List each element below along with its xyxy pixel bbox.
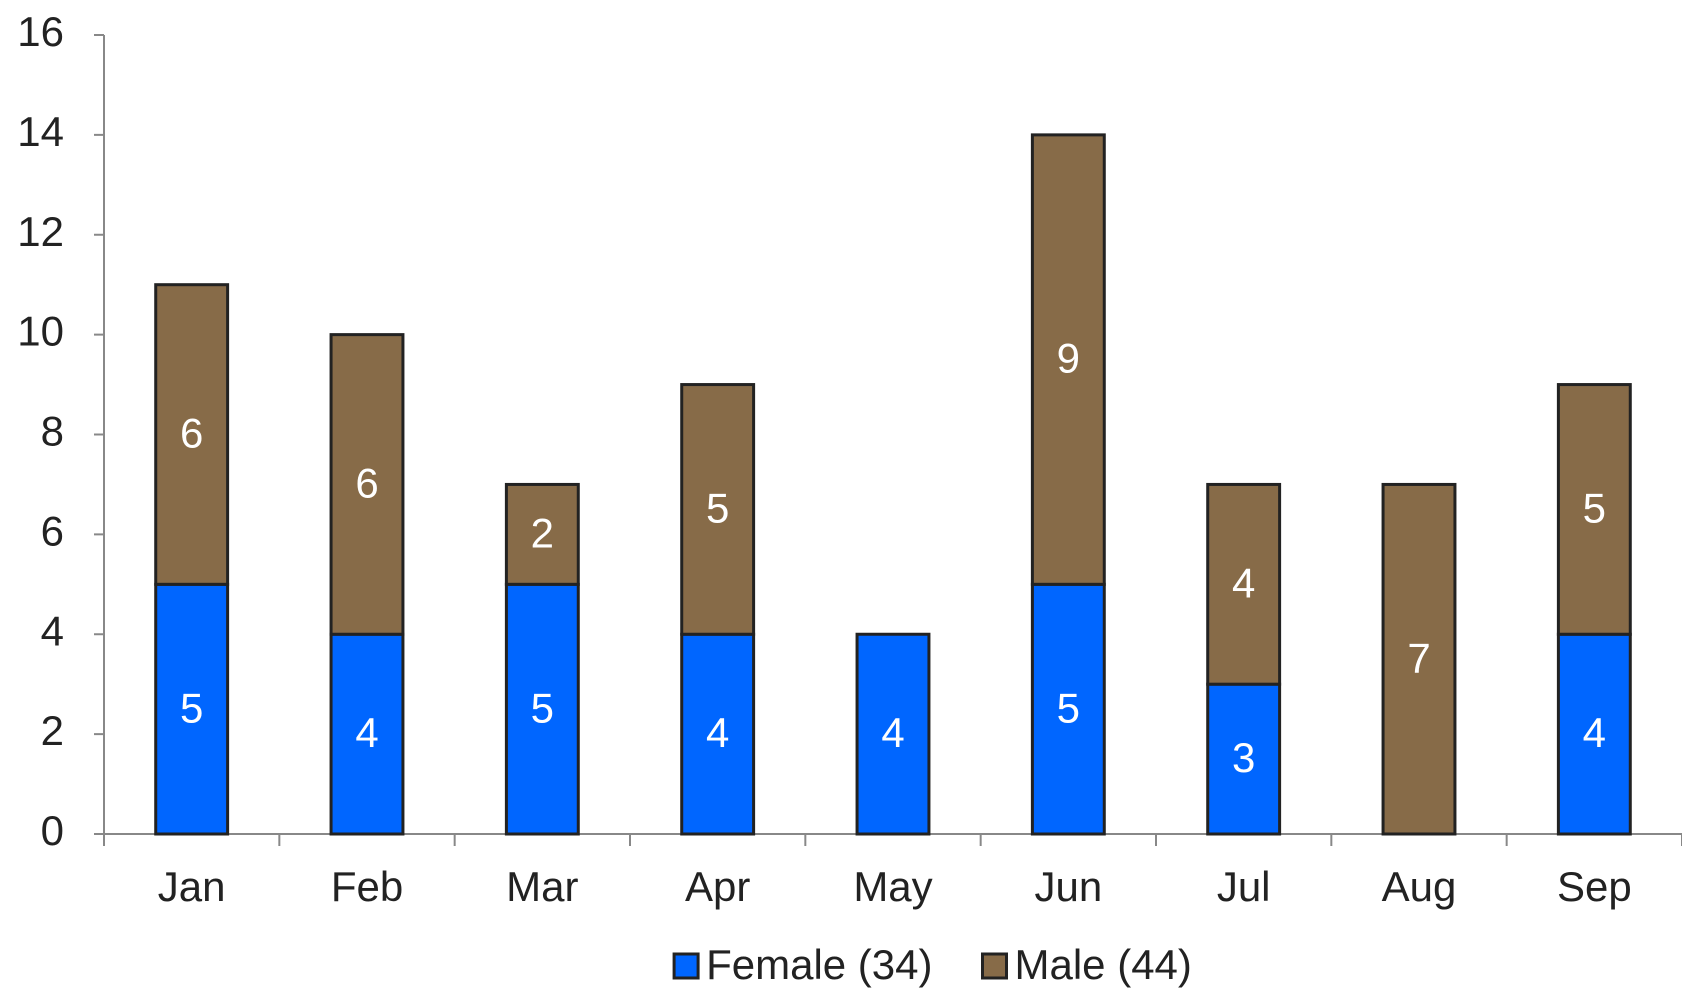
y-tick-label: 12 [17, 208, 64, 255]
data-label: 3 [1232, 734, 1255, 781]
bar-segment [680, 383, 756, 636]
x-tick-label: Aug [1382, 863, 1457, 910]
bar-segment [1381, 482, 1457, 836]
data-label: 7 [1407, 634, 1430, 681]
bar-segment [855, 632, 931, 836]
x-tick-label: Jul [1217, 863, 1271, 910]
x-tick-label: Jun [1034, 863, 1102, 910]
bar-segment [329, 632, 405, 836]
x-tick-label: May [853, 863, 932, 910]
data-label: 4 [1583, 709, 1606, 756]
data-label: 4 [881, 709, 904, 756]
y-tick-label: 6 [41, 507, 64, 554]
bar-segment [154, 582, 230, 836]
x-tick-label: Sep [1557, 863, 1632, 910]
y-tick-label: 2 [41, 707, 64, 754]
legend-label: Male (44) [1015, 941, 1192, 988]
data-label: 6 [180, 410, 203, 457]
x-tick-label: Mar [506, 863, 578, 910]
bar-segment [1206, 682, 1282, 836]
data-label: 9 [1057, 335, 1080, 382]
bar-segment [1556, 632, 1632, 836]
data-label: 5 [1057, 684, 1080, 731]
y-tick-label: 16 [17, 8, 64, 55]
y-tick-label: 10 [17, 308, 64, 355]
legend-swatch [672, 952, 700, 980]
data-label: 5 [1583, 485, 1606, 532]
data-label: 2 [531, 509, 554, 556]
data-label: 4 [1232, 559, 1255, 606]
y-tick-label: 0 [41, 807, 64, 854]
x-tick-label: Jan [158, 863, 226, 910]
legend-swatch [981, 952, 1008, 980]
data-label: 5 [180, 684, 203, 731]
x-tick-label: Apr [685, 863, 750, 910]
bar-segment [1030, 133, 1106, 586]
bar-segment [329, 333, 405, 636]
data-label: 4 [706, 709, 729, 756]
bar-segment [504, 482, 580, 586]
legend-label: Female (34) [706, 941, 932, 988]
y-tick-label: 4 [41, 607, 64, 654]
x-tick-label: Feb [331, 863, 403, 910]
bar-segment [1030, 582, 1106, 836]
data-label: 4 [355, 709, 378, 756]
data-label: 6 [355, 460, 378, 507]
y-tick-label: 8 [41, 408, 64, 455]
bar-segment [504, 582, 580, 836]
bar-segment [1556, 383, 1632, 636]
bar-segment [680, 632, 756, 836]
bar-segment [1206, 482, 1282, 686]
data-label: 5 [531, 684, 554, 731]
data-label: 5 [706, 485, 729, 532]
y-tick-label: 14 [17, 108, 64, 155]
bar-segment [154, 283, 230, 586]
